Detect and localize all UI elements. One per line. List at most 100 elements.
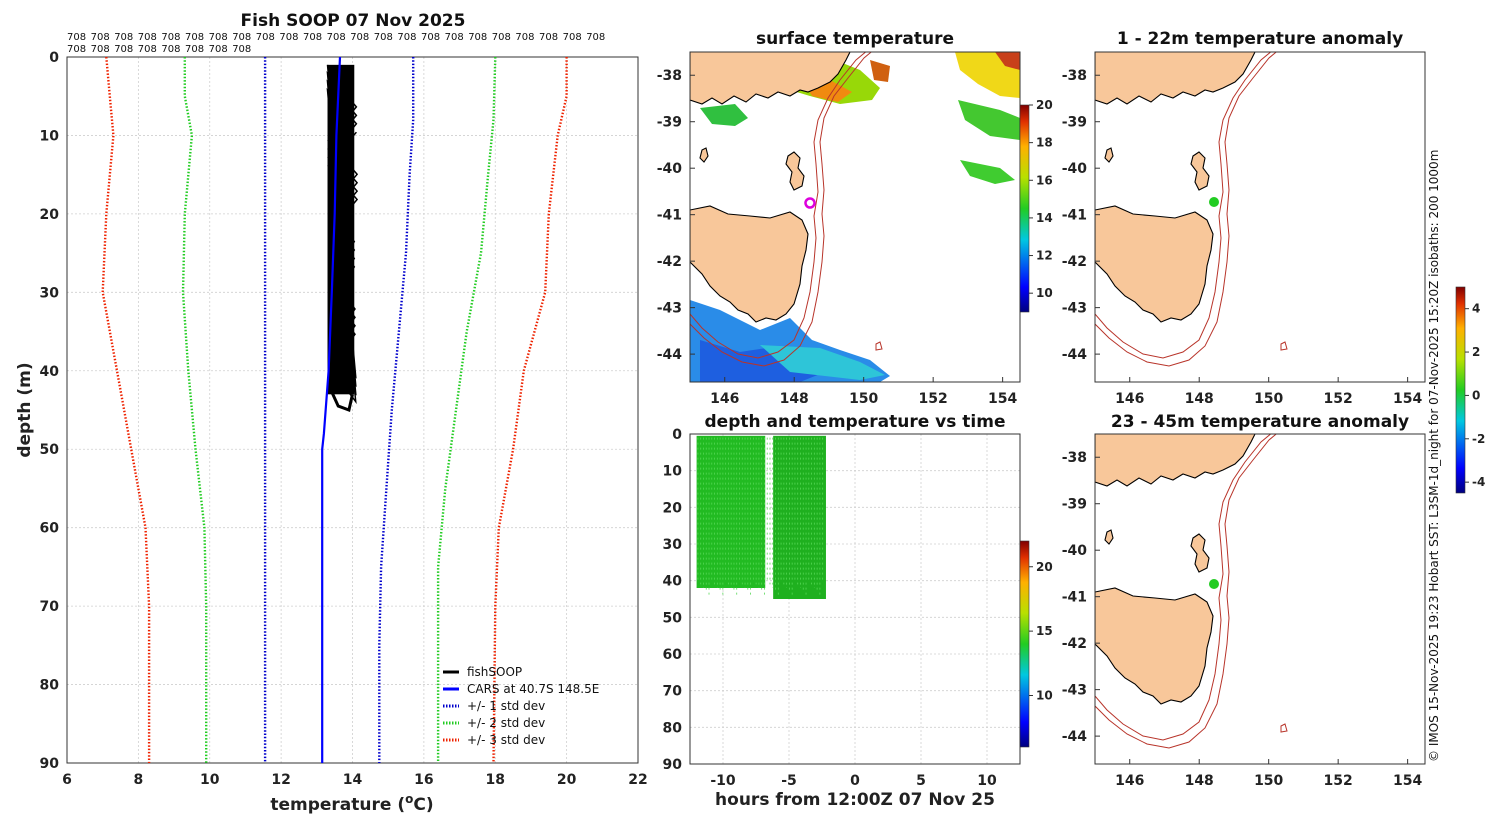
anomaly-shallow-title: 1 - 22m temperature anomaly (1117, 29, 1403, 49)
profile-top-label: 708 (91, 44, 110, 55)
anomaly-deep-y-tick-label: -42 (1062, 636, 1087, 652)
profile-x-tick-label: 12 (271, 772, 290, 788)
profile-top-label: 708 (185, 44, 204, 55)
depth-time-y-tick-label: 10 (663, 464, 683, 480)
sst-orange-patch (870, 60, 890, 82)
depth-time-panel: depth and temperature vs time -10 -5 0 5 10 0… (663, 412, 1053, 810)
depth-time-y-tick-label: 90 (663, 757, 683, 773)
sst-map-title: surface temperature (756, 29, 954, 49)
profile-top-label: 708 (563, 32, 582, 43)
profile-series-line (181, 57, 208, 763)
profile-grid (67, 57, 638, 763)
sst-mid-green-patch (960, 160, 1015, 184)
anomaly-deep-point (1209, 579, 1219, 589)
sst-map-y-tick-label: -43 (657, 301, 682, 317)
depth-time-y-tick-label: 80 (663, 720, 683, 736)
anomaly-deep-y-tick-label: -38 (1062, 450, 1087, 466)
profile-x-ticks: 6 8 10 12 14 16 18 20 22 (62, 772, 648, 788)
sst-map-x-tick-label: 150 (849, 391, 878, 407)
anomaly-deep-title: 23 - 45m temperature anomaly (1111, 412, 1409, 432)
sst-map-y-tick-label: -41 (657, 208, 682, 224)
sst-map-y-tick-label: -38 (657, 68, 682, 84)
anomaly-shallow-point (1209, 197, 1219, 207)
profile-top-label: 708 (232, 32, 251, 43)
depth-time-colorbar-tick-label: 10 (1036, 689, 1053, 703)
fishsoop-trace (326, 64, 359, 412)
depth-time-x-tick-label: 10 (977, 773, 997, 789)
depth-time-x-tick-label: -5 (781, 773, 797, 789)
profile-series-line (378, 57, 415, 763)
profile-top-label: 708 (492, 32, 511, 43)
anomaly-shallow-y-tick-label: -44 (1062, 347, 1088, 363)
anomaly-shallow-y-tick-label: -42 (1062, 254, 1087, 270)
sst-colorbar (1019, 104, 1030, 313)
profile-top-label: 708 (138, 32, 157, 43)
legend-label: +/- 3 std dev (467, 733, 545, 747)
profile-y-tick-label: 0 (49, 50, 59, 66)
profile-top-label: 708 (91, 32, 110, 43)
profile-top-label: 708 (67, 44, 86, 55)
anomaly-shallow-panel: 1 - 22m temperature anomaly 146 148 150 152… (1062, 29, 1426, 407)
depth-time-x-tick-label: 0 (850, 773, 860, 789)
profile-panel: Fish SOOP 07 Nov 2025 708 708 708 708 708 708… (15, 11, 648, 815)
depth-time-colorbar-tick-label: 20 (1036, 560, 1053, 574)
legend-label: fishSOOP (467, 665, 522, 679)
anomaly-deep-y-tick-label: -41 (1062, 590, 1087, 606)
sst-map-panel: surface temperature 146 148 150 152 154 -38 -3… (657, 29, 1053, 407)
anomaly-colorbar-tick-label: -4 (1472, 475, 1485, 489)
profile-top-label: 708 (279, 32, 298, 43)
anomaly-colorbar-ticks: -4 -2 0 2 4 (1465, 302, 1485, 489)
profile-y-tick-label: 80 (40, 678, 60, 694)
profile-top-label: 708 (586, 32, 605, 43)
fishsoop-casts (326, 64, 359, 405)
profile-top-label: 708 (138, 44, 157, 55)
anomaly-colorbar-tick-label: 4 (1472, 302, 1480, 316)
anomaly-deep-y-tick-label: -43 (1062, 683, 1087, 699)
anomaly-shallow-y-tick-label: -38 (1062, 68, 1087, 84)
profile-x-tick-label: 6 (62, 772, 72, 788)
depth-time-y-tick-label: 0 (672, 427, 682, 443)
profile-top-label: 708 (67, 32, 86, 43)
anomaly-shallow-y-tick-label: -41 (1062, 208, 1087, 224)
profile-axes-frame (66, 56, 639, 764)
anomaly-shallow-y-tick-label: -39 (1062, 115, 1087, 131)
depth-time-colorbar-ticks: 10 15 20 (1029, 560, 1053, 703)
profile-x-tick-label: 14 (343, 772, 363, 788)
profile-top-label: 708 (327, 32, 346, 43)
profile-title: Fish SOOP 07 Nov 2025 (241, 11, 466, 31)
depth-time-ticks: -10 -5 0 5 10 0 10 20 30 40 50 60 70 80 90 (663, 427, 997, 789)
depth-time-y-tick-label: 20 (663, 500, 683, 516)
depth-time-x-tick-label: -10 (710, 773, 736, 789)
anomaly-deep-panel: 23 - 45m temperature anomaly 146 148 150 15… (1062, 412, 1426, 789)
profile-series-line (321, 56, 342, 763)
sst-map-x-tick-label: 146 (710, 391, 739, 407)
sst-colorbar-tick-label: 12 (1036, 249, 1053, 263)
profile-x-tick-label: 18 (486, 772, 505, 788)
profile-top-label: 708 (209, 32, 228, 43)
depth-time-y-tick-label: 60 (663, 647, 683, 663)
depth-time-x-label: hours from 12:00Z 07 Nov 25 (715, 790, 995, 810)
anomaly-deep-y-tick-label: -44 (1062, 729, 1088, 745)
anomaly-deep-x-tick-label: 154 (1393, 773, 1422, 789)
depth-time-y-tick-label: 40 (663, 574, 683, 590)
anomaly-shallow-x-tick-label: 148 (1185, 391, 1214, 407)
profile-x-tick-label: 22 (628, 772, 647, 788)
profile-y-tick-label: 60 (40, 521, 60, 537)
profile-top-label: 708 (161, 32, 180, 43)
sst-colorbar-tick-label: 14 (1036, 211, 1053, 225)
anomaly-deep-x-tick-label: 148 (1185, 773, 1214, 789)
sst-map-x-tick-label: 152 (919, 391, 948, 407)
profile-series-line (492, 57, 568, 764)
depth-time-y-tick-label: 30 (663, 537, 683, 553)
profile-y-tick-label: 30 (40, 285, 60, 301)
sst-east-green-patch (958, 100, 1020, 140)
sst-colorbar-tick-label: 18 (1036, 136, 1053, 150)
anomaly-deep-y-tick-label: -39 (1062, 497, 1087, 513)
depth-time-points (696, 435, 826, 599)
anomaly-colorbar-tick-label: -2 (1472, 432, 1485, 446)
anomaly-deep-x-tick-label: 146 (1115, 773, 1144, 789)
anomaly-deep-frame (1094, 433, 1426, 765)
profile-top-label: 708 (114, 32, 133, 43)
profile-top-label: 708 (445, 32, 464, 43)
profile-top-label: 708 (468, 32, 487, 43)
